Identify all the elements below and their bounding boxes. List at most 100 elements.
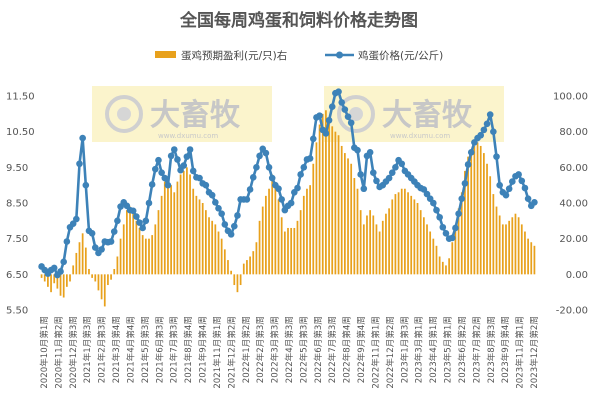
profit-bar bbox=[40, 274, 43, 278]
x-tick-label: 2022年8月第4周 bbox=[341, 316, 353, 383]
price-point bbox=[420, 186, 428, 193]
profit-bar bbox=[154, 224, 157, 275]
profit-bar bbox=[233, 274, 236, 286]
x-tick-label: 2023年4月第1周 bbox=[427, 316, 439, 383]
price-point bbox=[502, 191, 510, 199]
profit-bar bbox=[119, 238, 122, 275]
profit-bar bbox=[381, 220, 384, 275]
legend-label-profit: 蛋鸡预期盈利(元/只)右 bbox=[181, 49, 287, 62]
price-point bbox=[461, 180, 469, 187]
price-point bbox=[164, 181, 172, 189]
profit-bar bbox=[514, 213, 517, 275]
x-tick-label: 2022年2月第3周 bbox=[254, 316, 266, 383]
price-point bbox=[442, 230, 450, 237]
profit-bar bbox=[312, 163, 315, 275]
watermark-right: 大畜牧 www.dxumu.com bbox=[324, 86, 504, 142]
profit-bar bbox=[435, 245, 438, 275]
profit-bar bbox=[489, 176, 492, 275]
profit-bar bbox=[129, 206, 131, 275]
x-tick-label: 2021年2月第3周 bbox=[96, 316, 108, 383]
profit-bar bbox=[141, 235, 144, 275]
price-point bbox=[208, 191, 216, 199]
price-point bbox=[322, 130, 330, 137]
right-tick-label: 60.00 bbox=[559, 163, 588, 174]
price-point bbox=[344, 113, 352, 120]
price-point bbox=[467, 149, 475, 156]
price-point bbox=[369, 169, 377, 176]
price-point bbox=[509, 178, 516, 185]
profit-bar bbox=[530, 242, 533, 275]
x-tick-label: 2020年11月第2周 bbox=[52, 316, 64, 389]
profit-bar bbox=[432, 238, 435, 275]
profit-bar bbox=[56, 274, 59, 289]
price-point bbox=[186, 146, 194, 153]
price-point bbox=[531, 198, 538, 206]
profit-bar bbox=[246, 260, 248, 275]
x-tick-label: 2023年6月第2周 bbox=[456, 316, 468, 383]
price-point bbox=[139, 224, 146, 232]
price-point bbox=[82, 181, 90, 189]
price-point bbox=[60, 258, 67, 266]
profit-bar bbox=[107, 274, 109, 286]
profit-bar bbox=[274, 185, 277, 275]
price-point bbox=[69, 220, 77, 227]
price-line bbox=[38, 88, 538, 279]
price-point bbox=[275, 185, 282, 193]
price-point bbox=[253, 164, 260, 171]
profit-bar bbox=[448, 258, 450, 275]
profit-bar bbox=[309, 185, 311, 275]
legend-swatch-profit bbox=[155, 51, 176, 58]
price-point bbox=[177, 166, 184, 174]
profit-bar bbox=[135, 220, 138, 275]
price-point bbox=[505, 185, 513, 193]
profit-bar bbox=[271, 174, 274, 275]
price-point bbox=[114, 217, 121, 225]
x-tick-label: 2021年5月第3周 bbox=[139, 316, 151, 383]
profit-bar bbox=[249, 256, 251, 275]
x-tick-label: 2022年5月第3周 bbox=[297, 316, 309, 383]
x-tick-label: 2023年5月第1周 bbox=[442, 316, 454, 383]
price-point bbox=[161, 174, 169, 182]
profit-bar bbox=[422, 217, 425, 275]
price-point bbox=[230, 222, 238, 230]
profit-bar bbox=[511, 217, 514, 275]
price-point bbox=[148, 181, 156, 188]
profit-bar bbox=[47, 274, 49, 287]
chart-title: 全国每周鸡蛋和饲料价格走势图 bbox=[179, 10, 418, 31]
price-point bbox=[493, 153, 500, 160]
profit-bar bbox=[520, 224, 523, 275]
price-point bbox=[464, 161, 472, 168]
profit-bar bbox=[343, 153, 346, 275]
price-point bbox=[521, 184, 529, 192]
profit-bar bbox=[258, 220, 261, 275]
right-tick-label: 20.00 bbox=[559, 234, 588, 245]
x-tick-label: 2021年7月第3周 bbox=[168, 316, 180, 383]
profit-bar bbox=[69, 274, 71, 282]
profit-bar bbox=[160, 195, 163, 275]
x-tick-label: 2021年1月第3周 bbox=[81, 316, 93, 383]
left-tick-label: 11.50 bbox=[6, 92, 35, 103]
price-point bbox=[297, 171, 304, 178]
profit-bar bbox=[498, 215, 501, 275]
profit-bar bbox=[467, 156, 469, 275]
right-axis-ticks: -20.00 0.00 20.00 40.00 60.00 80.00 100.00 bbox=[553, 92, 588, 317]
price-point bbox=[452, 224, 459, 232]
watermark-left: 大畜牧 www.dxumu.com bbox=[92, 86, 272, 142]
x-tick-label: 2023年8月第3周 bbox=[485, 316, 497, 383]
profit-bar bbox=[277, 199, 280, 275]
profit-bar bbox=[170, 185, 172, 275]
profit-bar bbox=[486, 163, 488, 275]
profit-bar bbox=[100, 274, 103, 300]
x-tick-label: 2023年1月第3周 bbox=[398, 316, 410, 383]
left-tick-label: 5.50 bbox=[6, 306, 28, 317]
profit-bar bbox=[293, 227, 296, 275]
price-point bbox=[189, 167, 197, 175]
price-point bbox=[167, 152, 175, 160]
profit-bar bbox=[220, 238, 223, 275]
price-point bbox=[455, 210, 462, 217]
profit-bar bbox=[410, 195, 413, 275]
profit-bar bbox=[315, 142, 318, 275]
watermark-left-url: www.dxumu.com bbox=[158, 132, 218, 140]
profit-bar bbox=[195, 195, 198, 275]
